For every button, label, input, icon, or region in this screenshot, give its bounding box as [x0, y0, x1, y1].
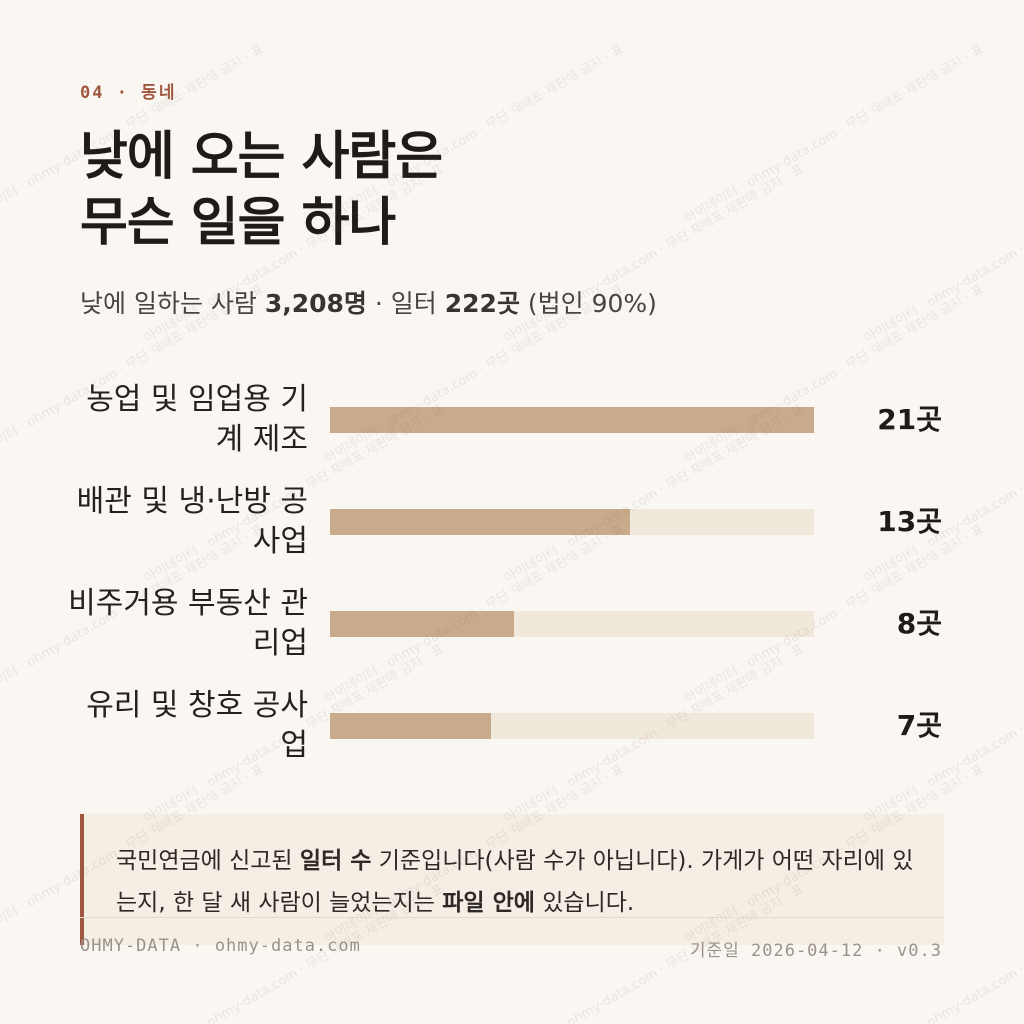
subtitle-number: 3,208명: [264, 289, 367, 318]
category-label: 배관 및 냉·난방 공사업: [76, 484, 308, 559]
bar: [330, 713, 492, 739]
note-text: 기준입니다(사람 수가 아닙니다). 가게가 어떤 자리에 있는지, 한 달 새…: [116, 848, 914, 916]
note-emphasis: 파일 안에: [442, 890, 535, 916]
note-box: 국민연금에 신고된 일터 수 기준입니다(사람 수가 아닙니다). 가게가 어떤…: [80, 814, 944, 945]
category-label: 비주거용 부동산 관리업: [68, 586, 308, 661]
title: 낮에 오는 사람은 무슨 일을 하나: [80, 124, 443, 256]
value-label: 7곳: [896, 709, 942, 742]
subtitle-text: 낮에 일하는 사람: [80, 289, 257, 318]
subtitle-text: (법인 90%): [527, 289, 657, 318]
bar: [330, 611, 515, 637]
note-text: 국민연금에 신고된: [116, 848, 293, 874]
title-line: 낮에 오는 사람은: [80, 127, 443, 187]
kicker: 04 · 동네: [80, 83, 177, 103]
bar: [330, 407, 814, 433]
footer-rule: [80, 917, 944, 918]
subtitle-text: ·: [374, 289, 383, 318]
value-label: 8곳: [896, 607, 942, 640]
subtitle-number: 222곳: [444, 289, 520, 318]
subtitle: 낮에 일하는 사람 3,208명 · 일터 222곳 (법인 90%): [80, 284, 657, 320]
value-label: 13곳: [877, 505, 942, 538]
watermark: 아이데이터 · ohmy-data.com · 무단 재배포·재판매 금지 · …: [862, 162, 1024, 347]
footer-right: 기준일 2026-04-12 · v0.3: [689, 941, 942, 961]
bar: [330, 509, 630, 535]
subtitle-text: 일터: [390, 289, 437, 318]
category-label: 농업 및 임업용 기계 제조: [86, 382, 308, 457]
title-line: 무슨 일을 하나: [80, 193, 396, 253]
note-emphasis: 일터 수: [299, 848, 372, 874]
category-label: 유리 및 창호 공사업: [86, 688, 308, 763]
note-text: 있습니다.: [542, 890, 635, 916]
watermark: 아이데이터 · ohmy-data.com · 무단 재배포·재판매 금지 · …: [682, 41, 987, 227]
value-label: 21곳: [877, 403, 942, 436]
footer-left: OHMY-DATA · ohmy-data.com: [80, 936, 361, 956]
